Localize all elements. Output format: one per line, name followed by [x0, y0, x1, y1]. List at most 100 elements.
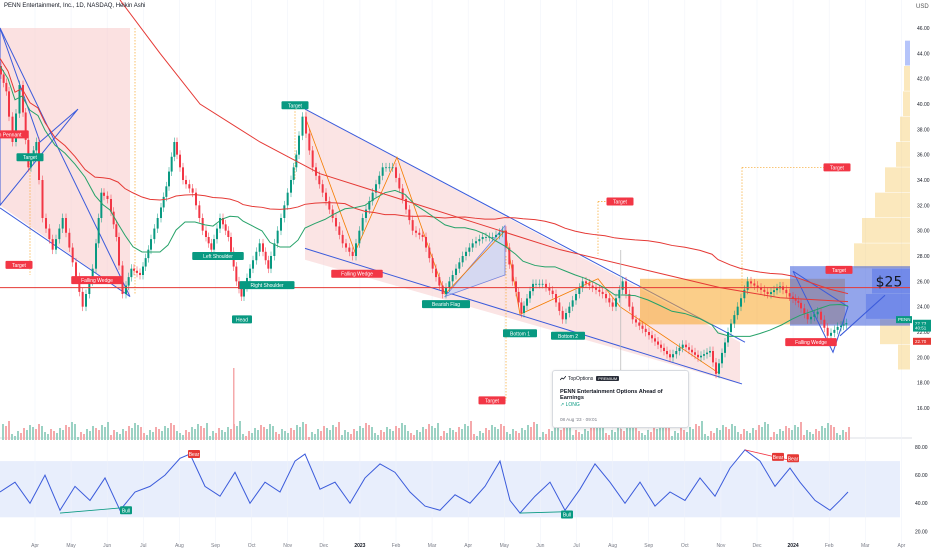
- candle-body: [331, 209, 334, 218]
- candle-body: [691, 349, 693, 353]
- volume-bar: [365, 423, 367, 440]
- volume-bar: [281, 429, 283, 440]
- volume-bar: [482, 433, 484, 440]
- volume-bar: [545, 434, 547, 440]
- volume-bar: [527, 425, 529, 440]
- volume-bar: [662, 426, 664, 440]
- candle-body: [681, 344, 684, 348]
- volume-bar: [839, 435, 841, 440]
- candle-body: [243, 287, 245, 297]
- idea-title[interactable]: PENN Entertainment Options Ahead of Earn…: [560, 389, 663, 401]
- rsi-label: Bull: [122, 508, 130, 514]
- candle-body: [348, 247, 351, 252]
- volume-bar: [713, 433, 715, 440]
- volume-bar: [26, 430, 28, 440]
- volume-bar: [809, 432, 811, 440]
- rsi-label-box: [772, 452, 784, 461]
- volume-bar: [659, 424, 661, 440]
- candle-body: [621, 281, 624, 290]
- candle-body: [561, 310, 564, 320]
- volume-bar: [146, 435, 148, 440]
- candle-body: [252, 260, 254, 269]
- price-tick: 16.00: [917, 406, 930, 412]
- pattern-label-box: [551, 331, 585, 340]
- volume-bar: [686, 432, 688, 440]
- volume-bar: [197, 424, 199, 440]
- candle-body: [168, 171, 170, 187]
- candle-body: [468, 247, 471, 252]
- idea-card[interactable]: TopOptions PREMIUM PENN Entertainment Opt…: [552, 370, 689, 428]
- volume-bar: [494, 427, 496, 440]
- candle-body: [515, 281, 517, 292]
- volume-bar: [125, 431, 127, 440]
- volume-bar: [104, 427, 106, 440]
- volume-bar: [449, 428, 451, 440]
- volume-bar: [236, 426, 238, 440]
- volume-bar: [143, 433, 145, 440]
- candle-body: [654, 338, 656, 342]
- pattern-label-box: [281, 101, 309, 110]
- volume-bar: [374, 433, 376, 440]
- volume-bar: [341, 435, 343, 440]
- pattern-label-box: [16, 153, 44, 162]
- volume-bar: [434, 428, 436, 440]
- candle-body: [156, 218, 159, 229]
- candle-body: [628, 294, 631, 307]
- volume-bar: [227, 427, 229, 440]
- volume-bar: [326, 428, 328, 440]
- volume-bar: [656, 429, 658, 440]
- candle-body: [153, 228, 156, 240]
- candle-body: [182, 167, 184, 180]
- candle-body: [766, 291, 769, 294]
- time-tick: Apr: [898, 543, 906, 549]
- volume-bar: [548, 429, 550, 440]
- volume-bar: [779, 429, 781, 440]
- volume-bar: [602, 427, 604, 440]
- candle-body: [130, 268, 133, 278]
- volume-bar: [605, 433, 607, 440]
- volume-bar: [509, 434, 511, 440]
- volume-bar: [833, 427, 835, 440]
- volume-bar: [554, 426, 556, 440]
- candle-body: [205, 230, 207, 237]
- volume-bar: [461, 429, 463, 440]
- premium-badge: PREMIUM: [596, 376, 620, 381]
- time-tick: Oct: [248, 543, 256, 549]
- volume-bar: [791, 430, 793, 440]
- candle-body: [227, 230, 230, 237]
- volume-bar: [668, 423, 670, 440]
- volume-bar: [566, 427, 568, 440]
- volume-bar: [14, 436, 16, 440]
- candle-body: [179, 154, 181, 168]
- volume-bar: [56, 433, 58, 440]
- volume-bar: [38, 424, 40, 440]
- volume-bar: [824, 428, 826, 440]
- volume-bar: [767, 424, 769, 440]
- volume-bar: [41, 426, 43, 440]
- rsi-label-box: [561, 510, 573, 519]
- volume-bar: [734, 426, 736, 440]
- volume-bar: [818, 431, 820, 440]
- volume-bar: [737, 432, 739, 440]
- volume-bar: [638, 431, 640, 440]
- price-tick: 30.00: [917, 229, 930, 235]
- candle-body: [195, 192, 197, 206]
- volume-bar: [506, 432, 508, 440]
- volume-bar: [221, 430, 223, 440]
- pattern-label-box: [71, 276, 123, 285]
- volume-bar: [29, 425, 31, 440]
- candle-body: [127, 277, 130, 286]
- volume-bar: [842, 430, 844, 440]
- candle-body: [495, 234, 497, 237]
- volume-bar: [155, 427, 157, 440]
- time-tick: 2023: [354, 543, 365, 549]
- volume-bar: [722, 425, 724, 440]
- volume-bar: [569, 422, 571, 440]
- volume-bar: [542, 432, 544, 440]
- volume-bar: [674, 431, 676, 440]
- volume-bar: [803, 435, 805, 440]
- candle-body: [91, 268, 94, 282]
- candle-body: [558, 302, 561, 311]
- volume-bar: [596, 423, 598, 440]
